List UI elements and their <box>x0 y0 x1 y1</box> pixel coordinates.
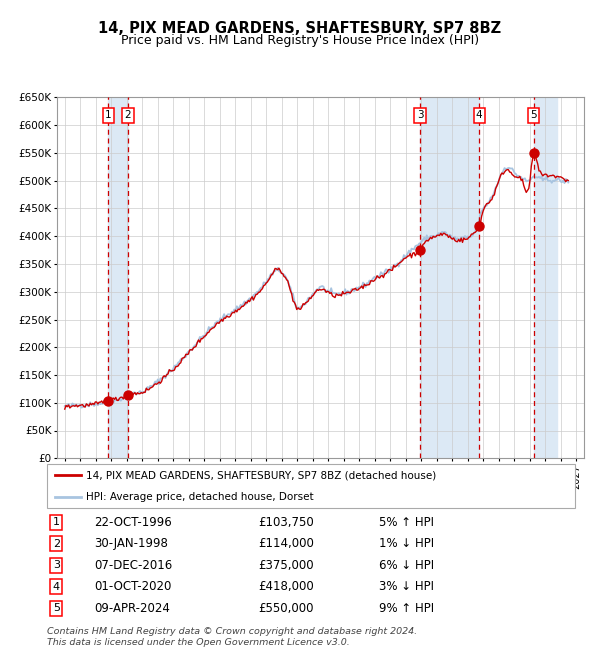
Bar <box>534 98 557 458</box>
Text: 2: 2 <box>125 111 131 120</box>
Text: £103,750: £103,750 <box>258 516 314 529</box>
Text: 30-JAN-1998: 30-JAN-1998 <box>94 537 168 550</box>
Text: 14, PIX MEAD GARDENS, SHAFTESBURY, SP7 8BZ (detached house): 14, PIX MEAD GARDENS, SHAFTESBURY, SP7 8… <box>86 470 437 480</box>
Text: 5% ↑ HPI: 5% ↑ HPI <box>379 516 434 529</box>
Text: 09-APR-2024: 09-APR-2024 <box>94 602 170 615</box>
Text: £550,000: £550,000 <box>258 602 314 615</box>
Text: 1: 1 <box>53 517 60 527</box>
Text: HPI: Average price, detached house, Dorset: HPI: Average price, detached house, Dors… <box>86 492 314 502</box>
Bar <box>108 98 128 458</box>
Text: 1: 1 <box>105 111 112 120</box>
Text: 3: 3 <box>53 560 60 570</box>
Text: 6% ↓ HPI: 6% ↓ HPI <box>379 558 434 572</box>
Text: 01-OCT-2020: 01-OCT-2020 <box>94 580 172 593</box>
Text: Price paid vs. HM Land Registry's House Price Index (HPI): Price paid vs. HM Land Registry's House … <box>121 34 479 47</box>
Text: 07-DEC-2016: 07-DEC-2016 <box>94 558 173 572</box>
Text: 2: 2 <box>53 539 60 549</box>
Text: 4: 4 <box>53 582 60 592</box>
Text: £375,000: £375,000 <box>258 558 314 572</box>
Text: 3% ↓ HPI: 3% ↓ HPI <box>379 580 434 593</box>
Text: 4: 4 <box>476 111 482 120</box>
Text: 5: 5 <box>53 603 60 613</box>
Text: 3: 3 <box>417 111 424 120</box>
Text: 9% ↑ HPI: 9% ↑ HPI <box>379 602 434 615</box>
Text: Contains HM Land Registry data © Crown copyright and database right 2024.
This d: Contains HM Land Registry data © Crown c… <box>47 627 417 647</box>
Bar <box>420 98 479 458</box>
Text: £114,000: £114,000 <box>258 537 314 550</box>
Text: 22-OCT-1996: 22-OCT-1996 <box>94 516 172 529</box>
Text: 1% ↓ HPI: 1% ↓ HPI <box>379 537 434 550</box>
FancyBboxPatch shape <box>47 464 575 508</box>
Text: 14, PIX MEAD GARDENS, SHAFTESBURY, SP7 8BZ: 14, PIX MEAD GARDENS, SHAFTESBURY, SP7 8… <box>98 21 502 36</box>
Text: 5: 5 <box>530 111 537 120</box>
Text: £418,000: £418,000 <box>258 580 314 593</box>
